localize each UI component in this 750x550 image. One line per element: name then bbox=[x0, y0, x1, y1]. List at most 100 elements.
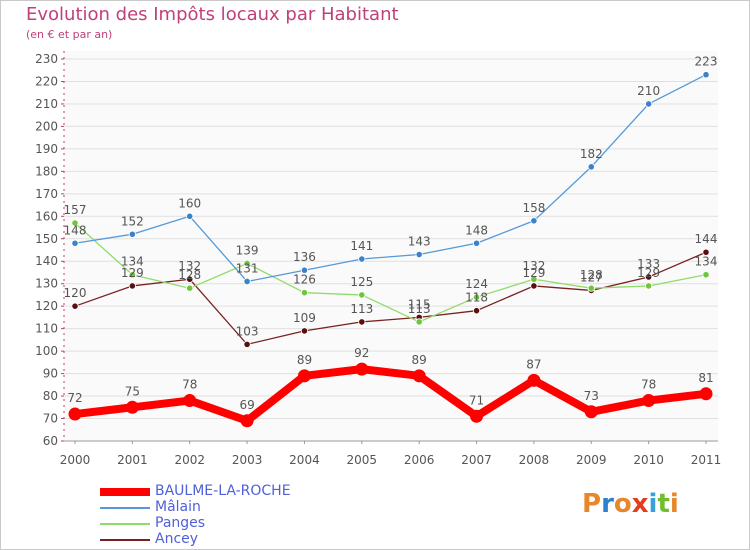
data-point bbox=[530, 275, 538, 283]
data-point bbox=[702, 271, 710, 279]
logo-letter: o bbox=[613, 489, 632, 519]
data-label: 72 bbox=[67, 391, 82, 405]
data-label: 118 bbox=[465, 291, 488, 305]
logo-letter: i bbox=[648, 489, 658, 519]
data-label: 152 bbox=[121, 214, 144, 228]
data-label: 128 bbox=[580, 268, 603, 282]
data-point bbox=[358, 255, 366, 263]
axes: 60 70 80 90 100 110 120 130 140 150 160 170 180 190 20… bbox=[35, 51, 721, 467]
legend-item: Mâlain bbox=[100, 499, 360, 516]
data-label: 129 bbox=[121, 266, 144, 280]
data-label: 144 bbox=[695, 232, 718, 246]
data-point bbox=[128, 271, 136, 279]
data-point bbox=[186, 212, 194, 220]
logo-letter: r bbox=[601, 489, 614, 519]
chart-title: Evolution des Impôts locaux par Habitant bbox=[26, 4, 399, 25]
chart-subtitle: (en € et par an) bbox=[26, 28, 113, 41]
data-point bbox=[530, 282, 538, 290]
y-tick-label: 150 bbox=[35, 232, 58, 246]
logo-letter: x bbox=[631, 489, 649, 519]
data-point bbox=[240, 414, 254, 428]
y-tick-label: 140 bbox=[35, 254, 58, 268]
x-tick-label: 2007 bbox=[461, 453, 492, 467]
data-point bbox=[702, 248, 710, 256]
data-point bbox=[358, 318, 366, 326]
y-tick-label: 90 bbox=[43, 367, 58, 381]
data-point bbox=[702, 71, 710, 79]
data-label: 78 bbox=[641, 378, 656, 392]
legend-label: Panges bbox=[155, 515, 206, 531]
data-label: 182 bbox=[580, 147, 603, 161]
x-tick-label: 2009 bbox=[576, 453, 607, 467]
data-point bbox=[527, 373, 541, 387]
series-line bbox=[74, 222, 707, 323]
y-tick-label: 100 bbox=[35, 344, 58, 358]
data-label: 148 bbox=[64, 223, 87, 237]
logo-letter: P bbox=[582, 489, 602, 519]
y-tick-label: 220 bbox=[35, 74, 58, 88]
data-point bbox=[645, 273, 653, 281]
data-label: 125 bbox=[350, 275, 373, 289]
data-label: 78 bbox=[182, 378, 197, 392]
data-label: 87 bbox=[526, 357, 541, 371]
data-point bbox=[300, 289, 309, 297]
legend-label: Ancey bbox=[155, 531, 199, 547]
data-point bbox=[186, 275, 194, 283]
x-tick-label: 2000 bbox=[60, 453, 91, 467]
data-point bbox=[300, 266, 309, 274]
data-label: 131 bbox=[236, 261, 259, 275]
data-point bbox=[243, 340, 251, 348]
plot-area bbox=[64, 51, 718, 441]
data-label: 81 bbox=[698, 371, 713, 385]
y-tick-label: 210 bbox=[35, 97, 58, 111]
data-point bbox=[355, 362, 369, 376]
data-label: 115 bbox=[408, 297, 431, 311]
x-tick-label: 2008 bbox=[519, 453, 550, 467]
data-point bbox=[472, 239, 481, 247]
data-label: 223 bbox=[695, 55, 718, 69]
legend-swatch bbox=[100, 523, 150, 525]
x-tick-label: 2003 bbox=[232, 453, 263, 467]
legend-item: BAULME-LA-ROCHE bbox=[100, 483, 360, 500]
legend: BAULME-LA-ROCHE Mâlain Panges Ancey bbox=[100, 483, 360, 548]
legend-label: BAULME-LA-ROCHE bbox=[155, 483, 291, 499]
data-point bbox=[71, 302, 79, 310]
data-label: 210 bbox=[637, 84, 660, 98]
data-point bbox=[125, 400, 139, 414]
data-label: 92 bbox=[354, 346, 369, 360]
data-label: 160 bbox=[178, 196, 201, 210]
y-tick-label: 230 bbox=[35, 52, 58, 66]
data-label: 113 bbox=[350, 302, 373, 316]
data-label: 71 bbox=[469, 393, 484, 407]
data-label: 103 bbox=[236, 324, 259, 338]
series-line bbox=[74, 365, 707, 425]
data-point bbox=[645, 282, 653, 290]
data-point bbox=[530, 217, 538, 225]
data-label: 124 bbox=[465, 277, 488, 291]
data-point bbox=[699, 387, 713, 401]
data-label: 157 bbox=[64, 203, 87, 217]
data-point bbox=[300, 327, 309, 335]
y-tick-label: 80 bbox=[43, 389, 58, 403]
x-tick-label: 2011 bbox=[691, 453, 722, 467]
plot-background bbox=[64, 51, 718, 441]
data-label: 134 bbox=[695, 255, 718, 269]
data-point bbox=[587, 163, 595, 171]
y-tick-label: 160 bbox=[35, 209, 58, 223]
data-label: 89 bbox=[412, 353, 427, 367]
data-label: 143 bbox=[408, 234, 431, 248]
x-tick-label: 2002 bbox=[174, 453, 205, 467]
data-label: 134 bbox=[121, 255, 144, 269]
series-line bbox=[74, 74, 707, 283]
y-tick-label: 200 bbox=[35, 119, 58, 133]
series-layer bbox=[68, 71, 713, 428]
data-point bbox=[642, 394, 656, 408]
data-point bbox=[68, 407, 82, 421]
data-label: 113 bbox=[408, 302, 431, 316]
data-label: 109 bbox=[293, 311, 316, 325]
data-label: 120 bbox=[64, 286, 87, 300]
data-label: 132 bbox=[522, 259, 545, 273]
proxiti-logo: Proxiti bbox=[582, 489, 679, 519]
